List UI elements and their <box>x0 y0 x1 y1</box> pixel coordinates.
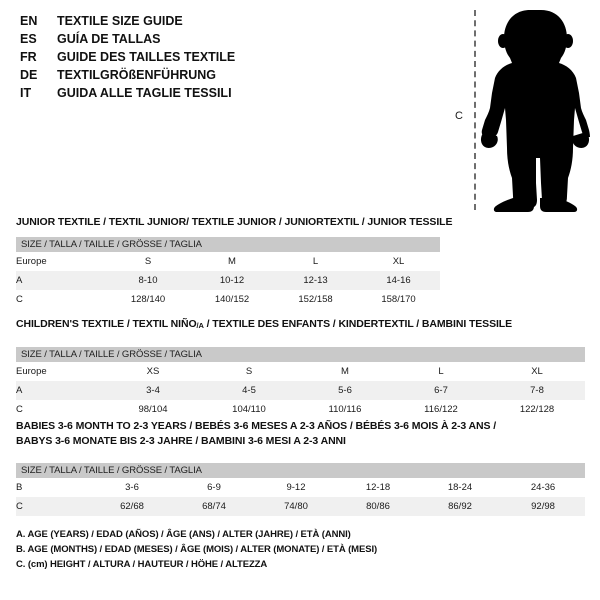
language-code: ES <box>20 32 37 46</box>
language-title: GUÍA DE TALLAS <box>57 32 161 46</box>
junior-table-band-row: SIZE / TALLA / TAILLE / GRÖSSE / TAGLIA <box>16 237 441 252</box>
table-cell: M <box>190 252 274 271</box>
language-row: EN TEXTILE SIZE GUIDE <box>20 14 420 32</box>
table-cell: XS <box>105 362 201 381</box>
children-heading-subscript: /A <box>196 320 204 330</box>
junior-section-heading: JUNIOR TEXTILE / TEXTIL JUNIOR/ TEXTILE … <box>16 216 453 228</box>
language-code: DE <box>20 68 38 82</box>
table-cell: 158/170 <box>357 290 441 309</box>
babies-heading-line2: BABYS 3-6 MONATE BIS 2-3 JAHRE / BAMBINI… <box>16 435 346 447</box>
footnote-age-months: B. AGE (MONTHS) / EDAD (MESES) / ÂGE (MO… <box>16 544 378 555</box>
table-row: A 8-10 10-12 12-13 14-16 <box>16 271 441 290</box>
table-cell: XL <box>357 252 441 271</box>
height-measurement-figure: C <box>440 5 600 215</box>
children-size-table: SIZE / TALLA / TAILLE / GRÖSSE / TAGLIA … <box>16 347 585 419</box>
table-cell: 74/80 <box>255 497 337 516</box>
row-label: Europe <box>16 362 105 381</box>
table-cell: 4-5 <box>201 381 297 400</box>
table-cell: 6-7 <box>393 381 489 400</box>
table-cell: 5-6 <box>297 381 393 400</box>
babies-table-band-label: SIZE / TALLA / TAILLE / GRÖSSE / TAGLIA <box>16 463 586 478</box>
table-row: Europe XS S M L XL <box>16 362 585 381</box>
row-label: A <box>16 271 106 290</box>
junior-size-table: SIZE / TALLA / TAILLE / GRÖSSE / TAGLIA … <box>16 237 441 309</box>
language-row: DE TEXTILGRÖßENFÜHRUNG <box>20 68 420 86</box>
language-code: EN <box>20 14 38 28</box>
footnote-height-cm: C. (cm) HEIGHT / ALTURA / HAUTEUR / HÖHE… <box>16 559 268 570</box>
toddler-silhouette-icon <box>480 10 590 212</box>
language-title: TEXTILGRÖßENFÜHRUNG <box>57 68 217 82</box>
table-cell: 7-8 <box>489 381 585 400</box>
row-label: C <box>16 497 91 516</box>
table-cell: M <box>297 362 393 381</box>
babies-heading-line1: BABIES 3-6 MONTH TO 2-3 YEARS / BEBÉS 3-… <box>16 420 497 432</box>
table-cell: L <box>274 252 357 271</box>
babies-table-band-row: SIZE / TALLA / TAILLE / GRÖSSE / TAGLIA <box>16 463 586 478</box>
children-table-band-row: SIZE / TALLA / TAILLE / GRÖSSE / TAGLIA <box>16 347 585 362</box>
table-cell: S <box>106 252 190 271</box>
children-table-band-label: SIZE / TALLA / TAILLE / GRÖSSE / TAGLIA <box>16 347 585 362</box>
language-title: TEXTILE SIZE GUIDE <box>57 14 183 28</box>
table-cell: 14-16 <box>357 271 441 290</box>
table-cell: 92/98 <box>501 497 586 516</box>
table-cell: S <box>201 362 297 381</box>
row-label: B <box>16 478 91 497</box>
height-dashed-line-icon <box>474 10 476 210</box>
footnotes-block: A. AGE (YEARS) / EDAD (AÑOS) / ÂGE (ANS)… <box>16 529 576 574</box>
table-row: C 98/104 104/110 110/116 116/122 122/128 <box>16 400 585 419</box>
table-cell: 24-36 <box>501 478 586 497</box>
table-cell: 10-12 <box>190 271 274 290</box>
children-section-heading: CHILDREN'S TEXTILE / TEXTIL NIÑO/A / TEX… <box>16 318 512 330</box>
row-label: C <box>16 400 105 419</box>
row-label: Europe <box>16 252 106 271</box>
language-code: IT <box>20 86 32 100</box>
children-heading-part2: / TEXTILE DES ENFANTS / KINDERTEXTIL / B… <box>203 318 513 330</box>
language-row: FR GUIDE DES TAILLES TEXTILE <box>20 50 420 68</box>
language-row: IT GUIDA ALLE TAGLIE TESSILI <box>20 86 420 104</box>
table-cell: 18-24 <box>419 478 501 497</box>
table-cell: 110/116 <box>297 400 393 419</box>
table-cell: 12-18 <box>337 478 419 497</box>
table-cell: 152/158 <box>274 290 357 309</box>
table-cell: 68/74 <box>173 497 255 516</box>
table-cell: 98/104 <box>105 400 201 419</box>
table-cell: 8-10 <box>106 271 190 290</box>
table-row: C 128/140 140/152 152/158 158/170 <box>16 290 441 309</box>
table-cell: 6-9 <box>173 478 255 497</box>
table-row: C 62/68 68/74 74/80 80/86 86/92 92/98 <box>16 497 586 516</box>
language-code: FR <box>20 50 37 64</box>
babies-section-heading: BABIES 3-6 MONTH TO 2-3 YEARS / BEBÉS 3-… <box>16 420 496 447</box>
table-cell: 128/140 <box>106 290 190 309</box>
table-cell: 86/92 <box>419 497 501 516</box>
table-cell: 116/122 <box>393 400 489 419</box>
table-cell: 62/68 <box>91 497 173 516</box>
table-cell: 80/86 <box>337 497 419 516</box>
babies-size-table: SIZE / TALLA / TAILLE / GRÖSSE / TAGLIA … <box>16 463 586 516</box>
table-row: B 3-6 6-9 9-12 12-18 18-24 24-36 <box>16 478 586 497</box>
row-label: C <box>16 290 106 309</box>
row-label: A <box>16 381 105 400</box>
height-measure-label: C <box>455 110 463 122</box>
junior-table-band-label: SIZE / TALLA / TAILLE / GRÖSSE / TAGLIA <box>16 237 441 252</box>
language-title: GUIDA ALLE TAGLIE TESSILI <box>57 86 232 100</box>
table-cell: 122/128 <box>489 400 585 419</box>
table-cell: 3-6 <box>91 478 173 497</box>
language-title-block: EN TEXTILE SIZE GUIDE ES GUÍA DE TALLAS … <box>20 14 420 104</box>
table-cell: 140/152 <box>190 290 274 309</box>
table-cell: 9-12 <box>255 478 337 497</box>
children-heading-part1: CHILDREN'S TEXTILE / TEXTIL NIÑO <box>16 318 197 330</box>
table-cell: 3-4 <box>105 381 201 400</box>
language-row: ES GUÍA DE TALLAS <box>20 32 420 50</box>
language-title: GUIDE DES TAILLES TEXTILE <box>57 50 236 64</box>
table-cell: 12-13 <box>274 271 357 290</box>
footnote-age-years: A. AGE (YEARS) / EDAD (AÑOS) / ÂGE (ANS)… <box>16 529 351 540</box>
table-row: A 3-4 4-5 5-6 6-7 7-8 <box>16 381 585 400</box>
table-row: Europe S M L XL <box>16 252 441 271</box>
table-cell: L <box>393 362 489 381</box>
table-cell: 104/110 <box>201 400 297 419</box>
table-cell: XL <box>489 362 585 381</box>
